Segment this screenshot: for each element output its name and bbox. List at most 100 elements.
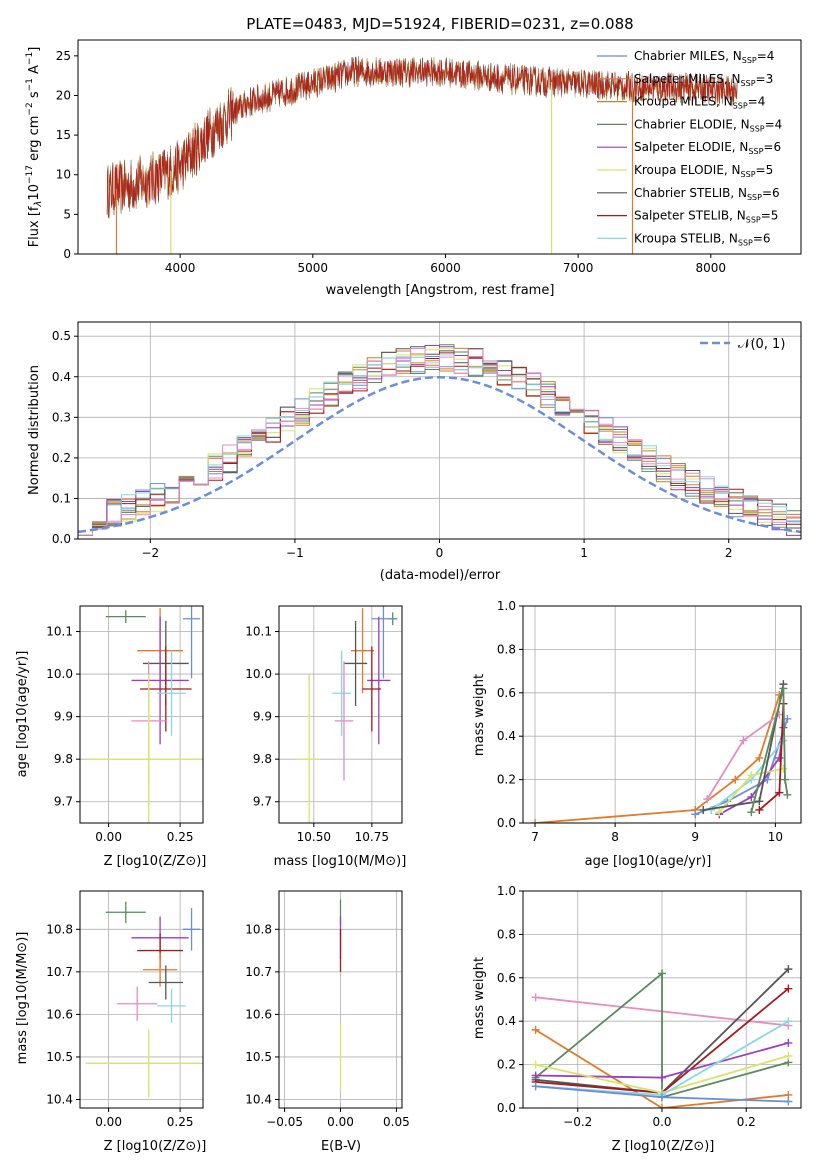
mass-weight-marker <box>784 1097 793 1106</box>
age-vs-mass-points <box>297 606 398 823</box>
mass-vs-z-points <box>85 901 203 1098</box>
x-tick-label: 10 <box>768 830 783 844</box>
x-tick-label: 0.25 <box>167 1115 194 1129</box>
y-tick-label: 0.0 <box>497 816 516 830</box>
spectrum-title: PLATE=0483, MJD=51924, FIBERID=0231, z=0… <box>246 15 633 33</box>
axes-frame <box>522 605 802 824</box>
y-tick-label: 10.1 <box>245 625 272 639</box>
y-tick-label: 20 <box>56 88 71 102</box>
y-tick-label: 0.2 <box>497 1058 516 1072</box>
y-tick-label: 15 <box>56 128 71 142</box>
x-tick-label: 1 <box>580 546 588 560</box>
x-tick-label: 5000 <box>298 261 329 275</box>
mw-z-ylabel: mass weight <box>472 957 487 1039</box>
spectrum-legend: Chabrier MILES, NSSP=4 Salpeter MILES, NS… <box>597 49 782 247</box>
axes-frame <box>77 39 802 255</box>
mass-weight-marker <box>784 1038 793 1047</box>
y-tick-label: 0.4 <box>497 1014 516 1028</box>
y-tick-label: 9.9 <box>54 710 73 724</box>
age-mass-xlabel: mass [log10(M/M⊙)] <box>274 854 407 869</box>
mass-weight-marker <box>779 684 788 693</box>
spectrum-lines <box>106 55 738 254</box>
y-tick-label: 5 <box>63 207 71 221</box>
y-tick-label: 10.4 <box>46 1092 73 1106</box>
mass-weight-marker <box>755 753 764 762</box>
x-tick-label: 0.2 <box>737 1115 756 1129</box>
legend-label: Chabrier STELIB, NSSP=6 <box>634 186 780 202</box>
y-tick-label: 10.0 <box>46 667 73 681</box>
mass-weight-marker <box>784 1051 793 1060</box>
y-tick-label: 10.4 <box>245 1092 272 1106</box>
y-tick-label: 10.6 <box>245 1007 272 1021</box>
x-tick-label: 0.25 <box>167 830 194 844</box>
mass-weight-marker <box>784 1017 793 1026</box>
x-tick-label: 8 <box>611 830 619 844</box>
y-tick-label: 10.8 <box>46 922 73 936</box>
hist-steps <box>78 344 801 536</box>
y-tick-label: 0 <box>63 247 71 261</box>
age-vs-z-points <box>85 606 203 823</box>
mass-vs-z: 0.00 0.25 10.4 10.5 10.6 10.7 10.8 <box>46 890 204 1129</box>
y-tick-label: 0.3 <box>52 410 71 424</box>
y-tick-label: 1.0 <box>497 599 516 613</box>
mw-age-xlabel: age [log10(age/yr)] <box>585 854 712 869</box>
mass-weight-marker <box>658 1104 666 1108</box>
x-tick-label: 10.50 <box>297 830 331 844</box>
y-tick-label: 0.8 <box>497 927 516 941</box>
mass-weight-marker <box>658 1093 666 1102</box>
y-tick-label: 10.6 <box>46 1007 73 1021</box>
y-tick-label: 1.0 <box>497 884 516 898</box>
y-tick-label: 0.5 <box>52 329 71 343</box>
y-tick-label: 0.6 <box>497 686 516 700</box>
mass-weight-marker <box>755 797 764 806</box>
mass-ylabel: mass [log10(M/M⊙)] <box>15 932 30 1065</box>
y-tick-label: 0.4 <box>52 370 71 384</box>
y-tick-label: 0.8 <box>497 642 516 656</box>
mass-weight-marker <box>747 808 756 817</box>
y-tick-label: 9.7 <box>54 795 73 809</box>
legend-label: Chabrier MILES, NSSP=4 <box>634 49 774 65</box>
mass-weight-marker <box>739 736 748 745</box>
mw-z-xlabel: Z [log10(Z/Z⊙)] <box>612 1139 715 1154</box>
x-tick-label: −2 <box>141 546 159 560</box>
spectrum-plot: 4000 5000 6000 7000 8000 0 5 10 15 20 25 Flux [fλ10… <box>25 39 802 275</box>
axes-frame <box>77 321 802 540</box>
legend-label: Salpeter MILES, NSSP=3 <box>634 72 773 88</box>
legend-label: Kroupa MILES, NSSP=4 <box>634 95 765 111</box>
y-tick-label: 0.2 <box>497 773 516 787</box>
spectrum-line <box>106 57 738 219</box>
mass-weight-marker <box>531 993 540 1002</box>
mass-weight-marker <box>531 1082 540 1091</box>
x-tick-label: 0 <box>436 546 444 560</box>
axes-frame <box>79 605 204 824</box>
x-tick-label: −1 <box>286 546 304 560</box>
x-tick-label: −0.05 <box>266 1115 303 1129</box>
hist-legend-label: 𝒩(0, 1) <box>738 337 785 352</box>
mass-weight-marker <box>747 771 756 780</box>
age-z-xlabel: Z [log10(Z/Z⊙)] <box>104 854 207 869</box>
y-tick-label: 9.7 <box>253 795 272 809</box>
mw-age-ylabel: mass weight <box>472 674 487 756</box>
x-tick-label: 4000 <box>165 261 196 275</box>
mass-weight-marker <box>715 808 724 817</box>
mass-vs-ebv: −0.05 0.00 0.05 10.4 10.5 10.6 10.7 10.8 <box>245 890 410 1129</box>
y-tick-label: 0.1 <box>52 491 71 505</box>
legend-label: Chabrier ELODIE, NSSP=4 <box>634 117 782 133</box>
y-tick-label: 25 <box>56 49 71 63</box>
mass-weight-marker <box>699 805 708 814</box>
mass-weight-line <box>535 971 789 1099</box>
x-tick-label: 7000 <box>563 261 594 275</box>
y-tick-label: 0.0 <box>497 1101 516 1115</box>
y-tick-label: 10.8 <box>245 922 272 936</box>
age-vs-z: 0.00 0.25 9.7 9.8 9.9 10.0 10.1 <box>46 605 204 844</box>
mass-z-xlabel: Z [log10(Z/Z⊙)] <box>104 1139 207 1154</box>
mass-weight-marker <box>691 810 700 819</box>
mass-weight-marker <box>775 753 784 762</box>
y-tick-label: 10.7 <box>46 965 73 979</box>
y-tick-label: 0.4 <box>497 729 516 743</box>
mass-weight-vs-age-lines <box>531 680 792 823</box>
mass-weight-marker <box>531 1025 540 1034</box>
mass-weight-marker <box>531 1060 540 1069</box>
mass-weight-marker <box>731 775 740 784</box>
